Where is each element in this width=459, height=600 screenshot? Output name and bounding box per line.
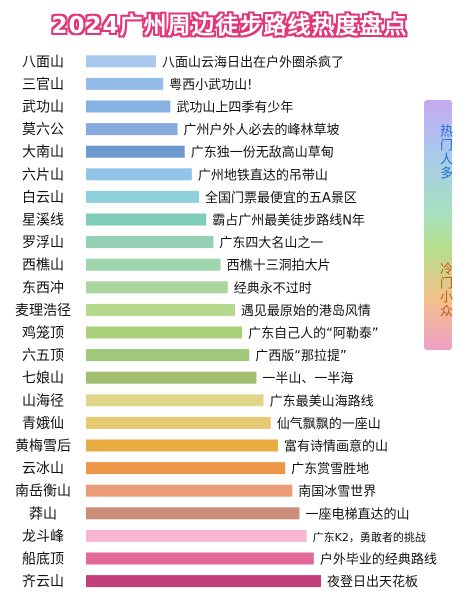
- category-label: 山海径: [22, 393, 64, 409]
- bar: [86, 552, 314, 565]
- category-label: 白云山: [22, 190, 64, 206]
- chart-title: 2024广州周边徒步路线热度盘点: [51, 13, 408, 39]
- bar: [86, 439, 278, 452]
- category-label: 船底顶: [22, 552, 64, 568]
- bar: [86, 77, 164, 90]
- legend-label-cold: 冷门小众: [437, 262, 452, 318]
- bar-description-label: 八面山云海日出在户外圈杀疯了: [162, 54, 344, 70]
- bar-description-label: 经典永不过时: [234, 281, 312, 296]
- category-label: 大南山: [22, 145, 64, 161]
- bar-description-label: 武功山上四季有少年: [176, 101, 293, 116]
- bar-description-label: 一座电梯直达的山: [305, 506, 409, 522]
- bar-description-label: 霸占广州最美徒步路线N年: [212, 213, 365, 229]
- category-label: 东西冲: [22, 280, 64, 296]
- bar: [86, 326, 243, 339]
- bar-description-label: 夜登日出天花板: [327, 574, 418, 590]
- bar-description-label: 全国门票最便宜的五A景区: [205, 190, 357, 206]
- category-label: 黄梅雪后: [15, 438, 71, 455]
- bar: [86, 507, 300, 520]
- bar: [86, 462, 286, 475]
- bar-description-label: 广东四大名山之一: [219, 235, 323, 251]
- bar-description-label: 广西版“那拉提”: [255, 348, 346, 364]
- bar: [86, 394, 264, 407]
- bar: [86, 258, 221, 271]
- category-label: 鸡笼顶: [22, 325, 64, 342]
- bar: [86, 575, 321, 588]
- category-label: 武功山: [22, 100, 64, 116]
- category-label: 云冰山: [22, 461, 64, 477]
- category-label: 六五顶: [22, 348, 64, 364]
- bar: [86, 213, 207, 226]
- bar: [86, 236, 214, 249]
- category-label: 西樵山: [22, 258, 64, 274]
- bar-description-label: 广东最美山海路线: [270, 393, 374, 409]
- category-label: 六片山: [22, 167, 64, 183]
- bar: [86, 484, 293, 497]
- bar-description-label: 户外毕业的经典路线: [320, 552, 437, 568]
- category-label: 八面山: [22, 54, 64, 70]
- bar: [86, 529, 307, 542]
- bar: [86, 349, 250, 362]
- bar-description-label: 仙气飘飘的一座山: [277, 416, 381, 432]
- category-label: 龙斗峰: [22, 529, 64, 545]
- category-label: 莫六公: [22, 122, 64, 138]
- bar: [86, 416, 271, 429]
- bar: [86, 145, 185, 158]
- category-label: 齐云山: [22, 574, 64, 590]
- bar: [86, 168, 192, 181]
- bar: [86, 55, 156, 68]
- legend-label-hot: 热门人多: [437, 124, 452, 180]
- bar-description-label: 南国冰雪世界: [298, 484, 376, 500]
- bar-description-label: 广州地铁直达的吊带山: [198, 167, 328, 183]
- bar: [86, 281, 228, 294]
- category-label: 罗浮山: [22, 235, 64, 251]
- bar: [86, 303, 235, 316]
- category-label: 麦理浩径: [15, 303, 71, 319]
- category-label: 星溪线: [22, 213, 64, 229]
- category-label: 三官山: [22, 77, 64, 93]
- bar-description-label: 粤西小武功山!: [169, 77, 252, 93]
- bar-description-label: 一半山、一半海: [262, 372, 353, 387]
- bar-description-label: 西樵十三洞拍大片: [227, 259, 331, 274]
- bar: [86, 190, 200, 203]
- category-label: 青娥仙: [22, 416, 64, 432]
- bar-description-label: 广州户外人必去的峰林草坡: [184, 122, 340, 138]
- bar-description-label: 广东赏雪胜地: [291, 462, 369, 477]
- category-label: 南岳衡山: [15, 484, 71, 500]
- category-label: 七娘山: [22, 371, 64, 387]
- bar-description-label: 富有诗情画意的山: [284, 439, 388, 455]
- bar: [86, 123, 178, 136]
- category-label: 莽山: [29, 506, 57, 522]
- bar: [86, 100, 171, 113]
- bar-description-label: 广东自己人的“阿勒泰”: [248, 326, 378, 342]
- bar-description-label: 遇见最原始的港岛风情: [241, 303, 371, 319]
- bar-description-label: 广东独一份无敌高山草甸: [191, 145, 334, 161]
- legend-gradient-bar: [424, 100, 452, 350]
- bar: [86, 371, 257, 384]
- bar-description-label: 广东K2，勇敢者的挑战: [313, 530, 426, 544]
